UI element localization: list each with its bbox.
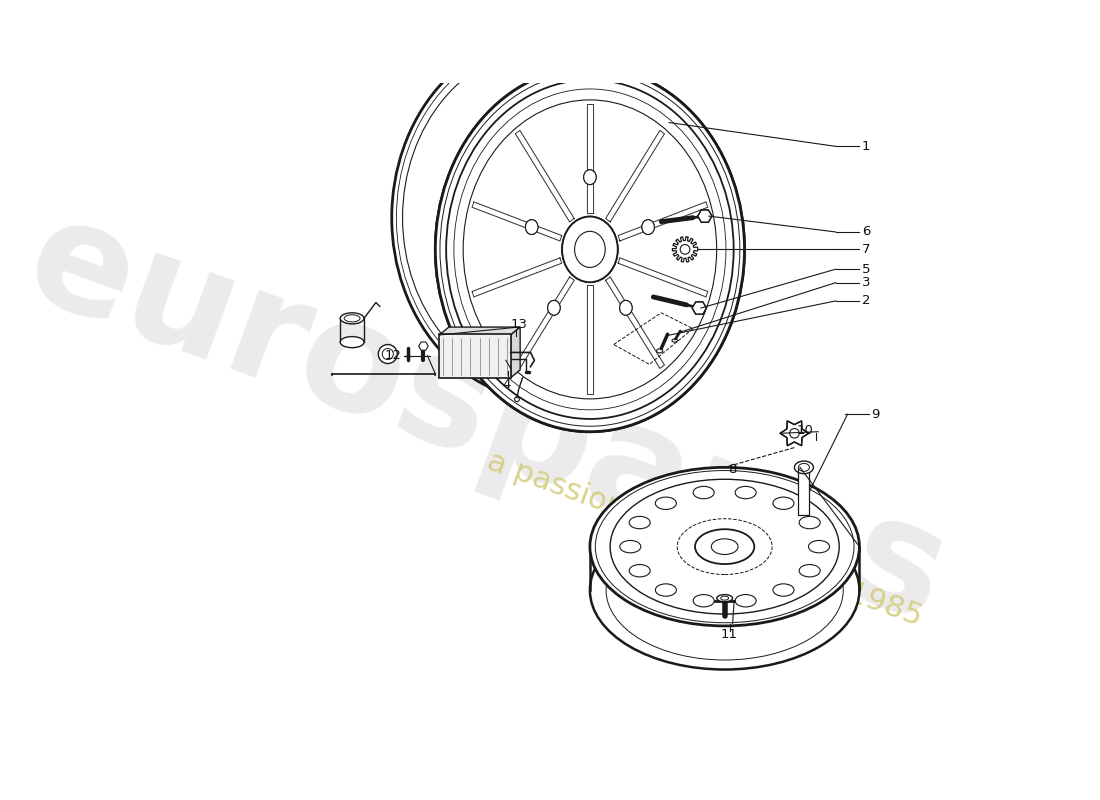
Ellipse shape [590,467,859,626]
Polygon shape [587,104,593,214]
Polygon shape [697,210,712,222]
Ellipse shape [712,538,738,554]
Text: a passion for parts since 1985: a passion for parts since 1985 [483,447,926,632]
Text: 10: 10 [796,424,813,437]
Polygon shape [472,258,562,297]
Ellipse shape [735,594,756,607]
Text: 5: 5 [861,262,870,276]
Ellipse shape [735,486,756,498]
Polygon shape [618,258,707,297]
Ellipse shape [584,170,596,185]
Ellipse shape [392,35,701,400]
Text: 1: 1 [861,140,870,153]
Polygon shape [516,277,574,368]
Text: eurospares: eurospares [8,184,966,654]
Ellipse shape [717,594,733,602]
Text: 2: 2 [861,294,870,307]
Text: 4: 4 [503,378,510,390]
Ellipse shape [340,337,364,348]
Ellipse shape [463,100,717,399]
Circle shape [378,345,397,363]
Ellipse shape [526,220,538,234]
Ellipse shape [562,217,618,282]
Ellipse shape [642,220,654,234]
Ellipse shape [436,67,745,432]
Polygon shape [606,277,664,368]
Ellipse shape [695,530,755,564]
Ellipse shape [799,565,821,577]
Ellipse shape [619,301,632,315]
Bar [439,334,510,378]
Text: 12: 12 [385,349,402,362]
Ellipse shape [526,220,538,234]
Ellipse shape [548,301,560,315]
Ellipse shape [562,217,618,282]
Ellipse shape [656,584,676,596]
Ellipse shape [619,541,641,553]
Text: 7: 7 [861,243,870,256]
Ellipse shape [619,301,632,315]
Text: 13: 13 [510,318,527,331]
Ellipse shape [548,301,560,315]
Text: 11: 11 [720,628,737,641]
Ellipse shape [799,516,821,529]
Ellipse shape [574,231,605,267]
Ellipse shape [484,356,506,365]
Polygon shape [587,286,593,394]
Text: 6: 6 [861,226,870,238]
Circle shape [790,429,800,438]
Ellipse shape [629,565,650,577]
Polygon shape [510,327,520,378]
Polygon shape [780,421,808,446]
Ellipse shape [642,220,654,234]
Ellipse shape [808,541,829,553]
Ellipse shape [629,516,650,529]
Ellipse shape [340,313,364,324]
Text: 9: 9 [871,408,880,421]
Polygon shape [692,302,706,314]
Ellipse shape [693,594,714,607]
Ellipse shape [693,486,714,498]
Polygon shape [606,130,664,222]
Polygon shape [799,467,810,515]
Ellipse shape [656,497,676,510]
Polygon shape [439,327,520,335]
Ellipse shape [794,461,813,474]
Ellipse shape [773,497,794,510]
Ellipse shape [773,584,794,596]
Polygon shape [618,202,707,241]
Ellipse shape [584,170,596,185]
Ellipse shape [436,67,745,432]
Circle shape [680,245,690,254]
Polygon shape [672,237,697,262]
Text: 3: 3 [861,276,870,289]
Text: 8: 8 [728,463,737,476]
Polygon shape [419,342,428,350]
Polygon shape [516,130,574,222]
Polygon shape [472,202,562,241]
Ellipse shape [590,511,859,670]
